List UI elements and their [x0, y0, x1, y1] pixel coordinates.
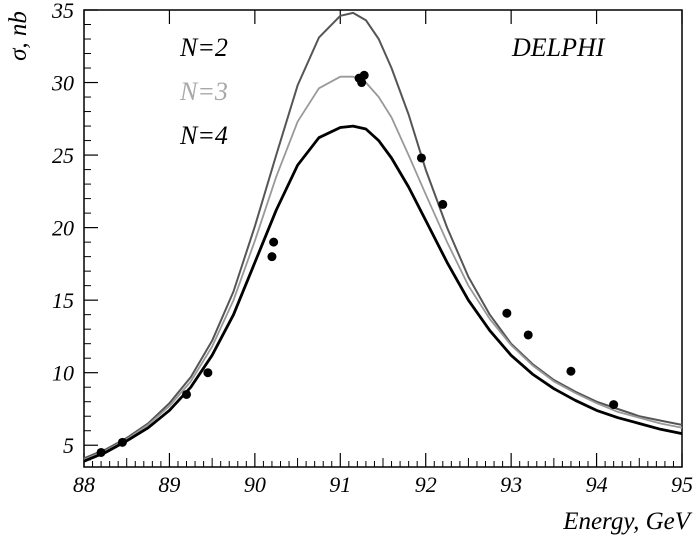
x-tick-label: 88 [73, 472, 95, 497]
x-tick-label: 89 [158, 472, 180, 497]
legend-entry-n3: N=3 [179, 77, 228, 106]
axis-ticks [83, 9, 683, 467]
legend-entry-n2: N=2 [179, 33, 228, 62]
y-axis-title: σ, nb [5, 11, 32, 61]
y-tick-label: 35 [51, 0, 74, 23]
data-points [96, 70, 619, 457]
data-point [117, 437, 127, 447]
legend: N=2 N=3 N=4 [179, 33, 228, 150]
x-tick-label: 93 [500, 472, 522, 497]
data-point [96, 447, 106, 457]
data-point [182, 389, 192, 399]
y-tick-label: 20 [52, 216, 74, 241]
x-tick-label: 90 [244, 472, 266, 497]
data-point [566, 366, 576, 376]
y-tick-label: 30 [51, 71, 74, 96]
data-point [357, 78, 367, 88]
data-point [502, 308, 512, 318]
x-tick-label: 95 [671, 472, 693, 497]
data-point [416, 153, 426, 163]
data-point [269, 237, 279, 247]
data-point [267, 252, 277, 262]
y-tick-label: 10 [52, 361, 74, 386]
data-point [203, 368, 213, 378]
series-line [83, 124, 683, 463]
x-axis-title: Energy, GeV [562, 508, 693, 535]
x-tick-label: 94 [586, 472, 608, 497]
axis-labels: 88 89 90 91 92 93 94 95 5 10 15 20 25 30 35 [51, 0, 693, 497]
data-point [359, 70, 369, 80]
data-point [609, 400, 619, 410]
y-tick-label: 15 [52, 288, 74, 313]
x-tick-label: 92 [415, 472, 437, 497]
series-curves [83, 11, 683, 463]
data-point [438, 199, 448, 209]
legend-entry-n4: N=4 [179, 121, 228, 150]
y-tick-label: 5 [63, 433, 74, 458]
chart-title: DELPHI [511, 33, 606, 62]
x-tick-label: 91 [329, 472, 351, 497]
series-line [83, 75, 683, 461]
y-tick-label: 25 [52, 143, 74, 168]
series-line [83, 11, 683, 460]
data-point [523, 330, 533, 340]
